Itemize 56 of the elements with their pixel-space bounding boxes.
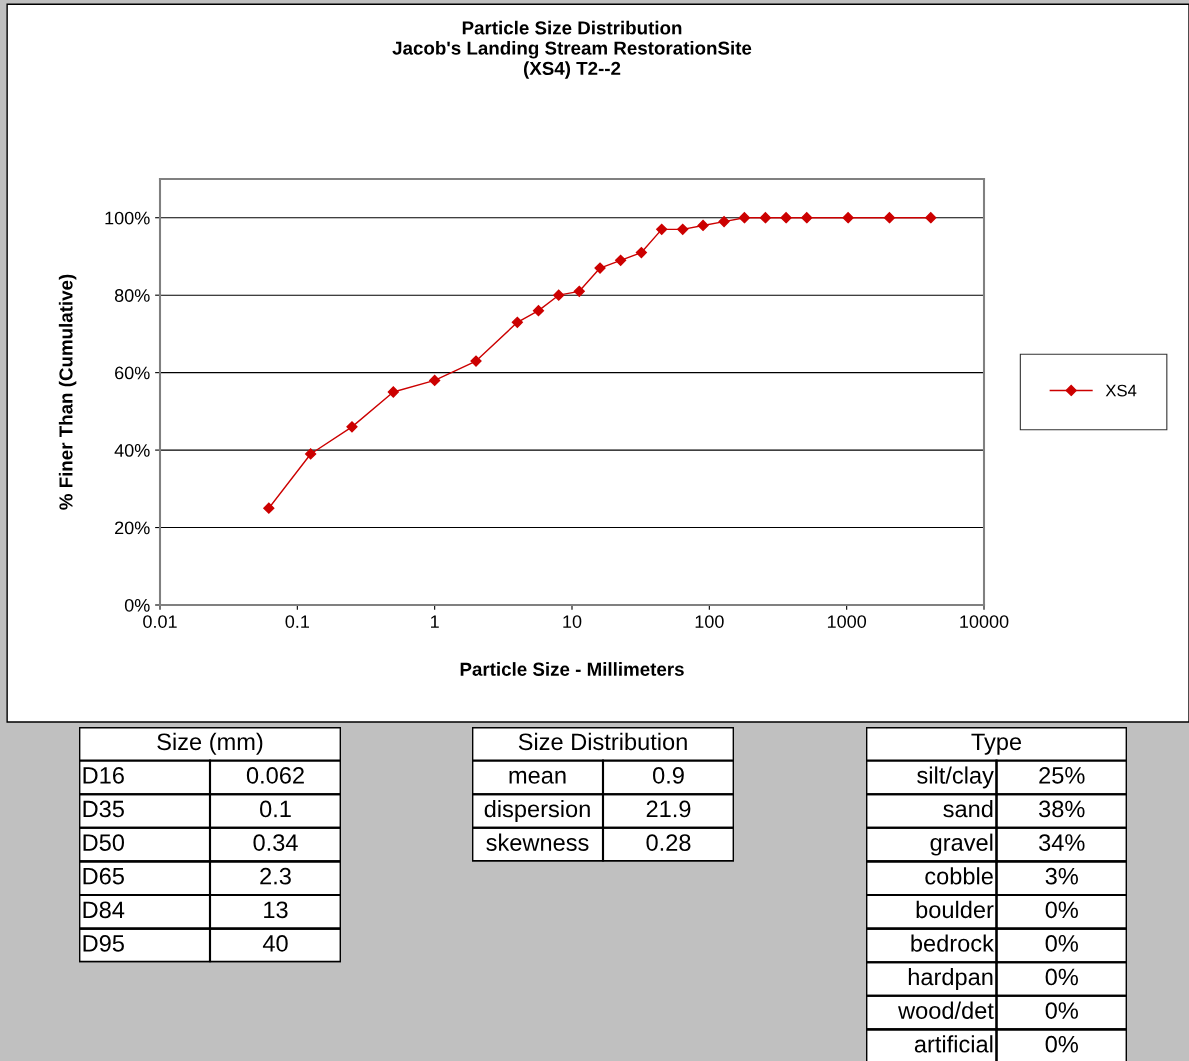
x-tick-label: 1	[431, 615, 439, 628]
x-tick-label: 1000	[827, 615, 867, 628]
category-label: hardpan	[908, 968, 993, 991]
y-tick-label: 60%	[115, 366, 150, 380]
text: Size Distribution	[518, 732, 687, 751]
category-label: cobble	[925, 867, 993, 885]
category-label: skewness	[486, 833, 589, 851]
x-tick-label: 10	[563, 615, 582, 628]
x-axis-title: Particle Size - Millimeters	[460, 662, 684, 676]
data-label: 2.3	[260, 867, 291, 885]
category-label: sand	[943, 799, 993, 818]
category-label: dispersion	[484, 799, 590, 823]
data-label: 0.062	[246, 767, 304, 784]
data-label: 38%	[1039, 800, 1085, 818]
data-label: 0.9	[653, 767, 684, 784]
data-label: 0%	[1045, 1035, 1078, 1053]
category-label: mean	[509, 770, 566, 784]
category-label: D35	[83, 800, 124, 818]
data-label: 0%	[1045, 935, 1078, 952]
y-tick-label: 0%	[124, 598, 150, 612]
category-label: D84	[83, 901, 125, 919]
category-label: D50	[83, 834, 125, 851]
legend-label: XS4	[1105, 384, 1137, 397]
x-tick-label: 10000	[960, 615, 1009, 628]
y-tick-label: 100%	[105, 211, 150, 225]
x-tick-label: 0.01	[143, 615, 177, 628]
chart-title: Particle Size Distribution Jacob's Landing Stream RestorationSite (XS4) T2--2	[392, 20, 752, 79]
y-tick-label: 80%	[114, 289, 150, 302]
category-label: D95	[83, 935, 124, 952]
category-label: wood/det	[898, 1001, 994, 1019]
data-label: 40	[262, 935, 288, 952]
data-label: 0%	[1045, 1002, 1078, 1019]
data-label: 21.9	[646, 800, 691, 818]
y-tick-label: 40%	[114, 444, 150, 457]
data-label: 0.1	[260, 800, 291, 818]
data-label: 0%	[1045, 968, 1078, 986]
data-label: 0.28	[646, 834, 691, 851]
x-tick-label: 0.1	[285, 615, 309, 628]
y-axis-title: % Finer Than (Cumulative)	[58, 274, 77, 510]
y-tick-label: 20%	[115, 521, 150, 535]
category-label: D16	[83, 767, 124, 784]
text: Size (mm)	[157, 732, 263, 755]
data-label: 0%	[1045, 901, 1078, 919]
category-label: gravel	[930, 833, 993, 856]
data-label: 25%	[1039, 767, 1085, 784]
category-label: artificial	[914, 1035, 993, 1053]
data-label: 34%	[1039, 834, 1085, 851]
data-label: 13	[264, 901, 288, 919]
category-label: silt/clay	[917, 766, 994, 789]
category-label: boulder	[916, 900, 994, 919]
data-label: 3%	[1045, 867, 1078, 885]
category-label: D65	[83, 867, 124, 885]
category-label: bedrock	[911, 934, 994, 952]
text: Type	[971, 733, 1022, 755]
data-label: 0.34	[253, 834, 298, 851]
x-tick-label: 100	[695, 615, 724, 628]
